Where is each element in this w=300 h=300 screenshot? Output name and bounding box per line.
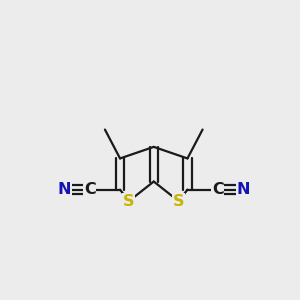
Text: S: S xyxy=(123,194,135,209)
Text: N: N xyxy=(58,182,71,197)
Text: C: C xyxy=(212,182,224,197)
Text: N: N xyxy=(236,182,250,197)
Text: C: C xyxy=(84,182,96,197)
Text: S: S xyxy=(173,194,184,209)
